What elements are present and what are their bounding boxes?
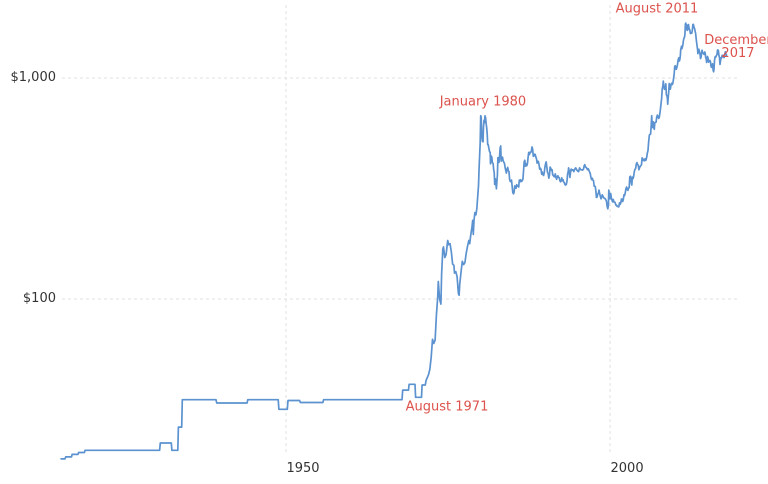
gold-price-line: [60, 22, 728, 460]
y-tick-label-1000: $1,000: [10, 69, 57, 85]
x-tick-label-1950: 1950: [286, 461, 320, 476]
x-tick-label-2000: 2000: [610, 461, 644, 476]
annotation-august-1971: August 1971: [405, 399, 489, 415]
annotation-january-1980: January 1980: [439, 94, 527, 110]
y-tick-label-100: $100: [22, 290, 56, 306]
annotation-december-2017: December 2017: [704, 32, 768, 61]
annotation-august-2011: August 2011: [615, 1, 699, 17]
